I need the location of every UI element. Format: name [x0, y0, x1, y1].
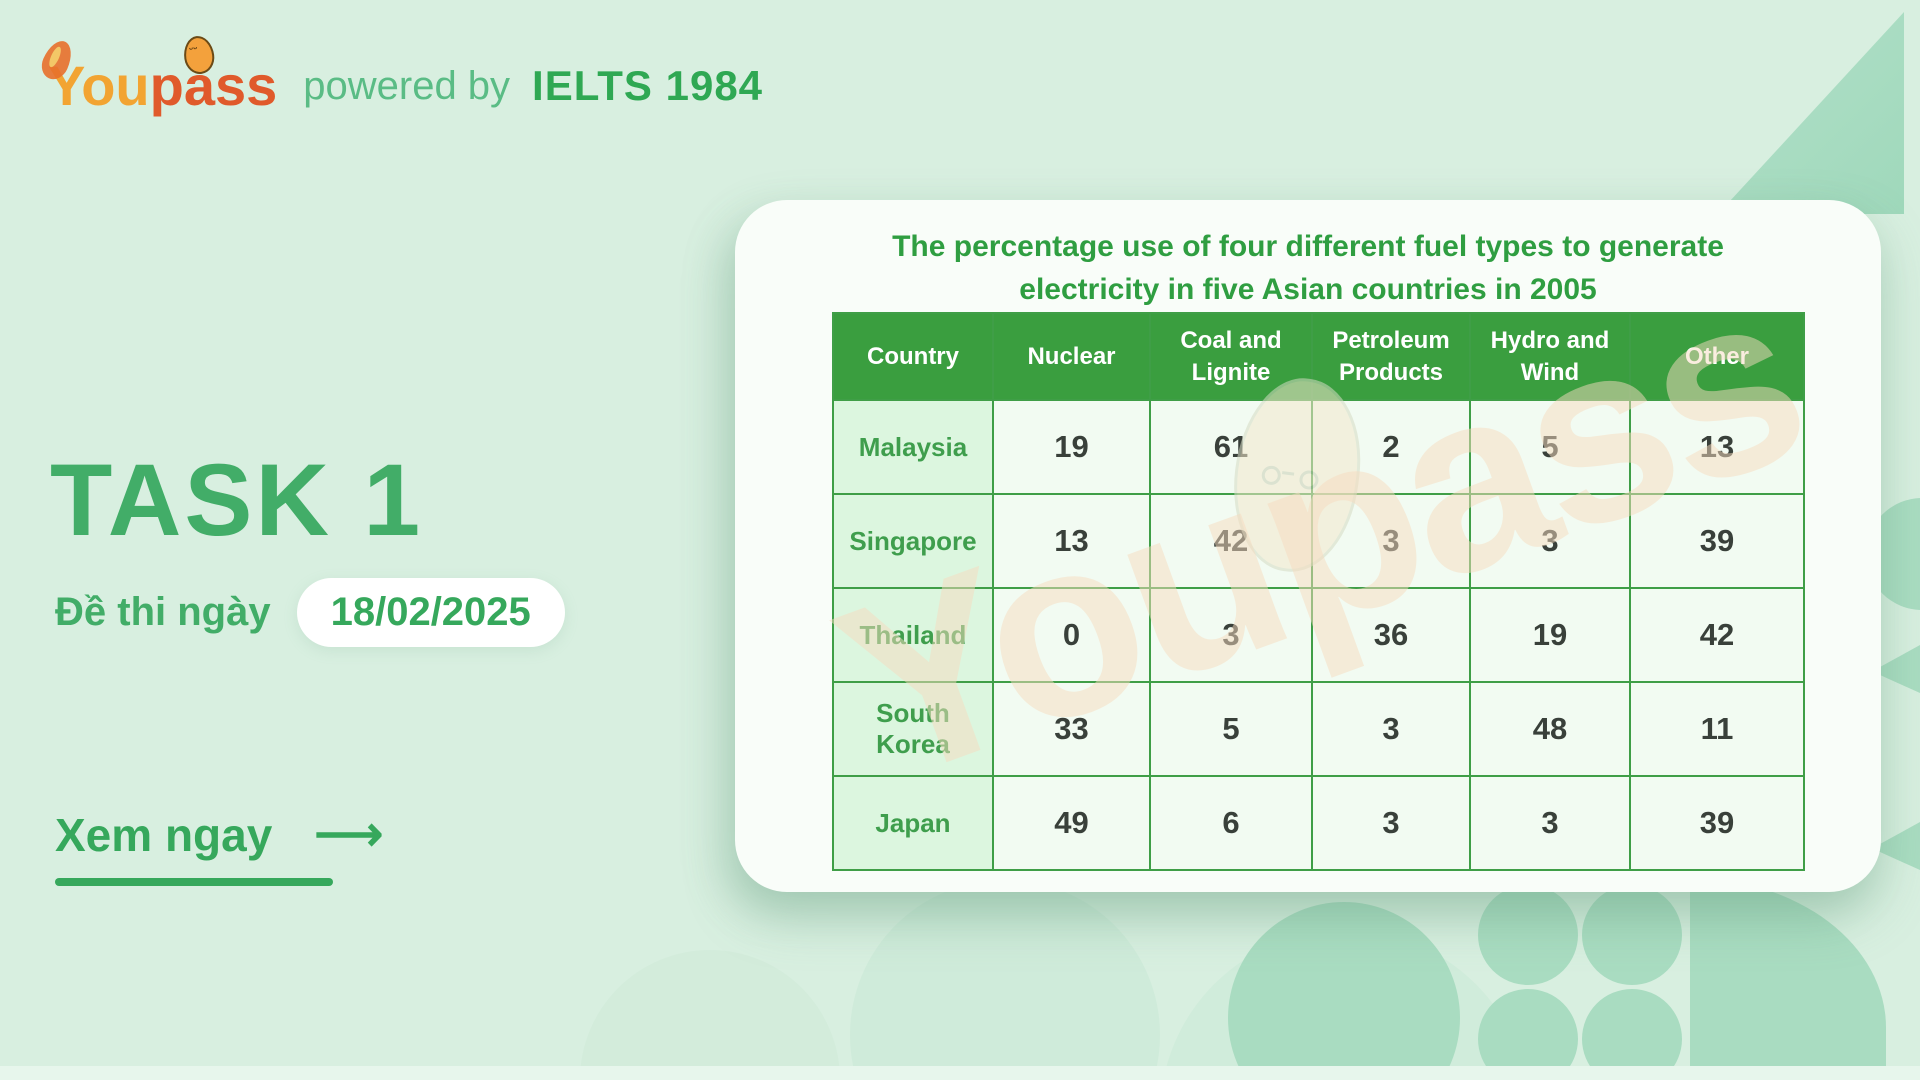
task-title: TASK 1: [50, 443, 424, 557]
row-label: Thailand: [832, 587, 994, 683]
cell-value: 42: [1629, 587, 1805, 683]
youpass-logo: Youpass: [36, 34, 277, 114]
decor-dot-icon: [1478, 885, 1578, 985]
cell-value: 19: [1469, 587, 1631, 683]
cell-value: 39: [1629, 775, 1805, 871]
cell-value: 3: [1469, 775, 1631, 871]
fuel-data-table: Country Nuclear Coal and Lignite Petrole…: [832, 312, 1805, 871]
decor-dot-icon: [1582, 989, 1682, 1080]
bottom-strip: [0, 1066, 1920, 1080]
cell-value: 3: [1311, 681, 1471, 777]
view-now-label: Xem ngay: [55, 809, 273, 861]
table-title: The percentage use of four different fue…: [892, 230, 1724, 306]
row-label: South Korea: [832, 681, 994, 777]
table-row: Japan 49 6 3 3 39: [832, 775, 1805, 871]
cell-value: 33: [992, 681, 1151, 777]
table-row: South Korea 33 5 3 48 11: [832, 681, 1805, 777]
cell-value: 5: [1469, 399, 1631, 495]
brand-bar: Youpass powered by IELTS 1984: [36, 34, 764, 114]
cell-value: 5: [1149, 681, 1313, 777]
cell-value: 13: [1629, 399, 1805, 495]
decor-dot-icon: [1478, 989, 1578, 1080]
decor-triangle-icon: [1718, 12, 1904, 214]
row-label: Singapore: [832, 493, 994, 589]
column-header-nuclear: Nuclear: [992, 312, 1151, 401]
cell-value: 3: [1311, 775, 1471, 871]
decor-faint-circle: [850, 880, 1160, 1080]
cell-value: 36: [1311, 587, 1471, 683]
cell-value: 6: [1149, 775, 1313, 871]
decor-faint-circle: [580, 950, 840, 1080]
partner-label: IELTS 1984: [532, 62, 764, 109]
cell-value: 19: [992, 399, 1151, 495]
decor-dot-icon: [1582, 885, 1682, 985]
powered-by-label: powered by: [303, 63, 511, 108]
task-card: The percentage use of four different fue…: [735, 200, 1881, 892]
row-label: Malaysia: [832, 399, 994, 495]
cell-value: 39: [1629, 493, 1805, 589]
cell-value: 49: [992, 775, 1151, 871]
table-header-row: Country Nuclear Coal and Lignite Petrole…: [832, 312, 1805, 401]
cell-value: 3: [1149, 587, 1313, 683]
cell-value: 48: [1469, 681, 1631, 777]
exam-date-row: Đề thi ngày 18/02/2025: [55, 578, 565, 647]
cell-value: 3: [1469, 493, 1631, 589]
column-header-hydro: Hydro and Wind: [1469, 312, 1631, 401]
exam-date-badge: 18/02/2025: [296, 578, 565, 647]
column-header-petroleum: Petroleum Products: [1311, 312, 1471, 401]
column-header-country: Country: [832, 312, 994, 401]
cell-value: 11: [1629, 681, 1805, 777]
row-label: Japan: [832, 775, 994, 871]
exam-date-label: Đề thi ngày: [55, 590, 271, 634]
cell-value: 0: [992, 587, 1151, 683]
cell-value: 13: [992, 493, 1151, 589]
view-now-link[interactable]: Xem ngay ⟶: [55, 808, 383, 886]
cta-underline: [55, 878, 333, 886]
table-row: Thailand 0 3 36 19 42: [832, 587, 1805, 683]
arrow-right-icon: ⟶: [314, 808, 384, 861]
decor-half-disc-icon: [1228, 902, 1460, 1080]
column-header-other: Other: [1629, 312, 1805, 401]
logo-text-pass: pass: [149, 54, 278, 117]
decor-quarter-icon: [1690, 878, 1886, 1080]
